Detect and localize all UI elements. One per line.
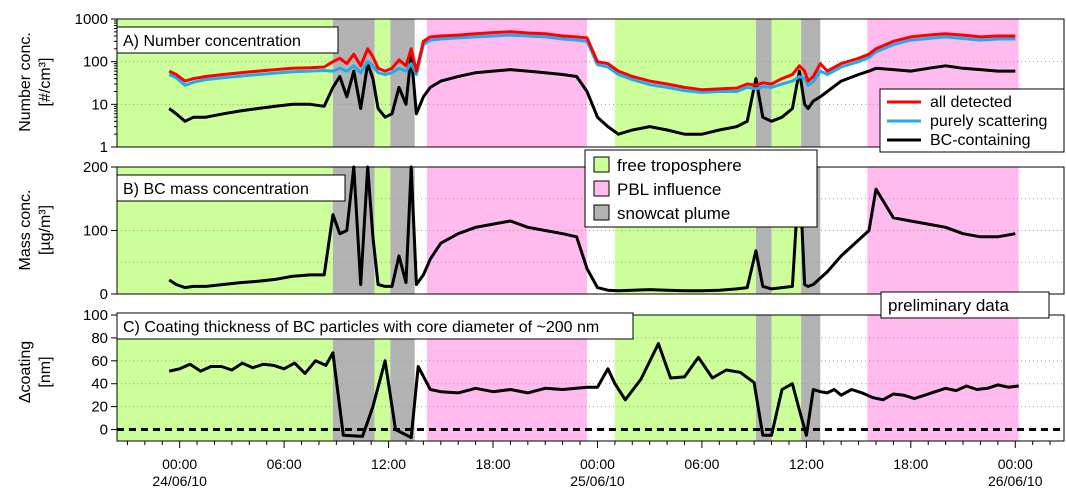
panel-a-title: A) Number concentration: [123, 33, 301, 50]
shading-layer: [117, 19, 1019, 441]
shade-snowcat-plume-p2-6: [755, 315, 772, 441]
series-legend-box: [879, 88, 1065, 153]
legend-label-bc-containing: BC-containing: [930, 132, 1031, 149]
legend-label-snowcat-plume: snowcat plume: [617, 204, 730, 223]
ytick-label-p1-0: 0: [100, 286, 108, 303]
ytick-label-p0-0: 1: [100, 139, 108, 156]
xtick-date-label-0: 24/06/10: [152, 473, 207, 489]
shade-pbl-influence-p0-4: [426, 19, 588, 147]
panel-b-ylabel-line1: Mass conc.: [17, 190, 34, 271]
shade-snowcat-plume-p2-8: [801, 315, 821, 441]
shade-free-troposphere-p0-2: [374, 19, 391, 147]
xtick-time-label-4: 00:00: [580, 456, 615, 472]
legend-label-pbl-influence: PBL influence: [617, 180, 721, 199]
xtick-time-label-5: 06:00: [684, 456, 719, 472]
series-layer: [117, 30, 1064, 440]
xtick-time-label-0: 00:00: [162, 456, 197, 472]
ytick-label-p0-2: 100: [83, 54, 108, 71]
ytick-label-p2-2: 40: [91, 376, 108, 393]
shade-snowcat-plume-p0-1: [332, 19, 375, 147]
panel-b-title: B) BC mass concentration: [123, 181, 309, 198]
shade-snowcat-plume-p0-3: [390, 19, 415, 147]
legend-label-all-detected: all detected: [930, 94, 1012, 111]
shade-pbl-influence-p1-9: [867, 167, 1019, 294]
shade-free-troposphere-p2-2: [374, 315, 391, 441]
xtick-time-label-1: 06:00: [267, 456, 302, 472]
ytick-label-p0-3: 1000: [75, 11, 108, 28]
panel-c-title-box: [116, 312, 634, 340]
shade-free-troposphere-p1-2: [374, 167, 391, 294]
xtick-time-label-3: 18:00: [475, 456, 510, 472]
legend-label-free-troposphere: free troposphere: [617, 156, 742, 175]
preliminary-annotation: preliminary data: [888, 296, 1009, 315]
panel-c-ylabel-line2: [nm]: [37, 356, 54, 387]
panel-c-ylabel-line1: Δcoating: [17, 341, 34, 403]
ytick-label-p1-2: 200: [83, 159, 108, 176]
panel-a-title-box: [116, 26, 339, 54]
series-line-all-detected: [168, 30, 1016, 92]
series-line-bc-mass: [168, 165, 1016, 293]
legend-swatch-snowcat-plume: [593, 204, 610, 221]
frame-layer: 1101001000010020002040608010000:0024/06/…: [75, 11, 1065, 489]
xtick-time-label-7: 18:00: [893, 456, 928, 472]
xtick-time-label-2: 12:00: [371, 456, 406, 472]
preliminary-box: [880, 291, 1050, 319]
xtick-time-label-8: 00:00: [998, 456, 1033, 472]
series-line-coating: [168, 342, 1019, 440]
panel-c-title: C) Coating thickness of BC particles wit…: [123, 319, 599, 336]
ytick-label-p1-1: 100: [83, 223, 108, 240]
legend-label-purely-scattering: purely scattering: [930, 113, 1047, 130]
panel-a-ylabel-line2: [#/cm³]: [37, 58, 54, 107]
xtick-date-label-4: 25/06/10: [570, 473, 625, 489]
series-line-bc-containing: [168, 52, 1016, 136]
panel-b-title-box: [116, 174, 346, 202]
panel-frame-a: [116, 18, 1065, 148]
ytick-label-p2-0: 0: [100, 422, 108, 439]
series-line-purely-scattering: [168, 33, 1016, 94]
xtick-date-label-8: 26/06/10: [988, 473, 1043, 489]
shade-free-troposphere-p0-5: [614, 19, 756, 147]
xtick-time-label-6: 12:00: [789, 456, 824, 472]
panel-b-ylabel-line2: [µg/m³]: [37, 205, 54, 255]
shade-pbl-influence-p1-4: [426, 167, 588, 294]
panel-a-ylabel-line1: Number conc.: [17, 32, 34, 132]
legend-swatch-free-troposphere: [593, 156, 610, 173]
shade-pbl-influence-p2-9: [867, 315, 1019, 441]
ytick-label-p0-1: 10: [91, 96, 108, 113]
ytick-label-p2-4: 80: [91, 330, 108, 347]
ytick-label-p2-3: 60: [91, 353, 108, 370]
shading-legend-box: [584, 149, 818, 228]
ytick-label-p2-5: 100: [83, 307, 108, 324]
ytick-label-p2-1: 20: [91, 399, 108, 416]
legend-swatch-pbl-influence: [593, 180, 610, 197]
